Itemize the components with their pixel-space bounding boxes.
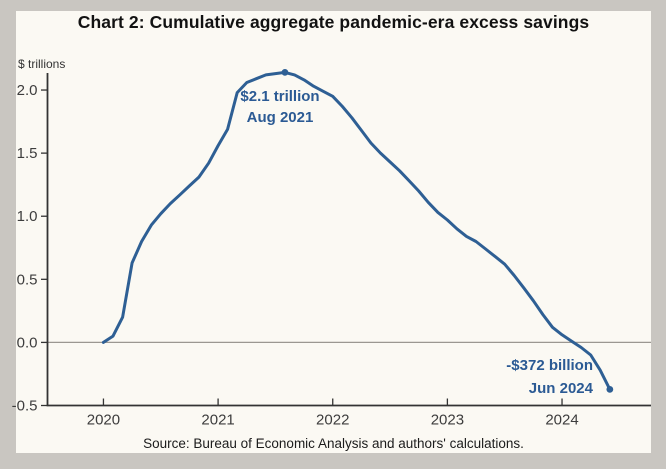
- x-tick-label: 2024: [545, 412, 578, 429]
- y-tick-label: 0.0: [17, 334, 38, 351]
- annotation-peak-date: Aug 2021: [246, 109, 314, 126]
- x-tick-label: 2023: [431, 412, 464, 429]
- source-note: Source: Bureau of Economic Analysis and …: [143, 436, 524, 451]
- y-tick-label: 2.0: [17, 82, 38, 99]
- annotation-peak-value: $2.1 trillion: [240, 88, 320, 105]
- end-marker-dot: [606, 385, 614, 393]
- x-tick-label: 2022: [316, 412, 349, 429]
- peak-marker-dot: [281, 68, 289, 76]
- y-tick-label: 1.0: [17, 208, 38, 225]
- excess-savings-line: [101, 70, 612, 391]
- y-tick-label: -0.5: [12, 398, 38, 415]
- y-tick-label: 0.5: [17, 271, 38, 288]
- annotation-peak: $2.1 trillion Aug 2021: [200, 86, 360, 128]
- chart-panel: [16, 11, 651, 453]
- y-tick-label: 1.5: [17, 145, 38, 162]
- y-axis-unit-label: $ trillions: [18, 57, 66, 71]
- chart-title: Chart 2: Cumulative aggregate pandemic-e…: [77, 12, 590, 32]
- x-tick-label: 2020: [87, 412, 120, 429]
- x-tick-label: 2021: [201, 412, 234, 429]
- annotation-end-date: Jun 2024: [528, 380, 593, 397]
- annotation-end-value: -$372 billion: [506, 357, 593, 374]
- annotation-end: -$372 billion Jun 2024: [430, 354, 593, 400]
